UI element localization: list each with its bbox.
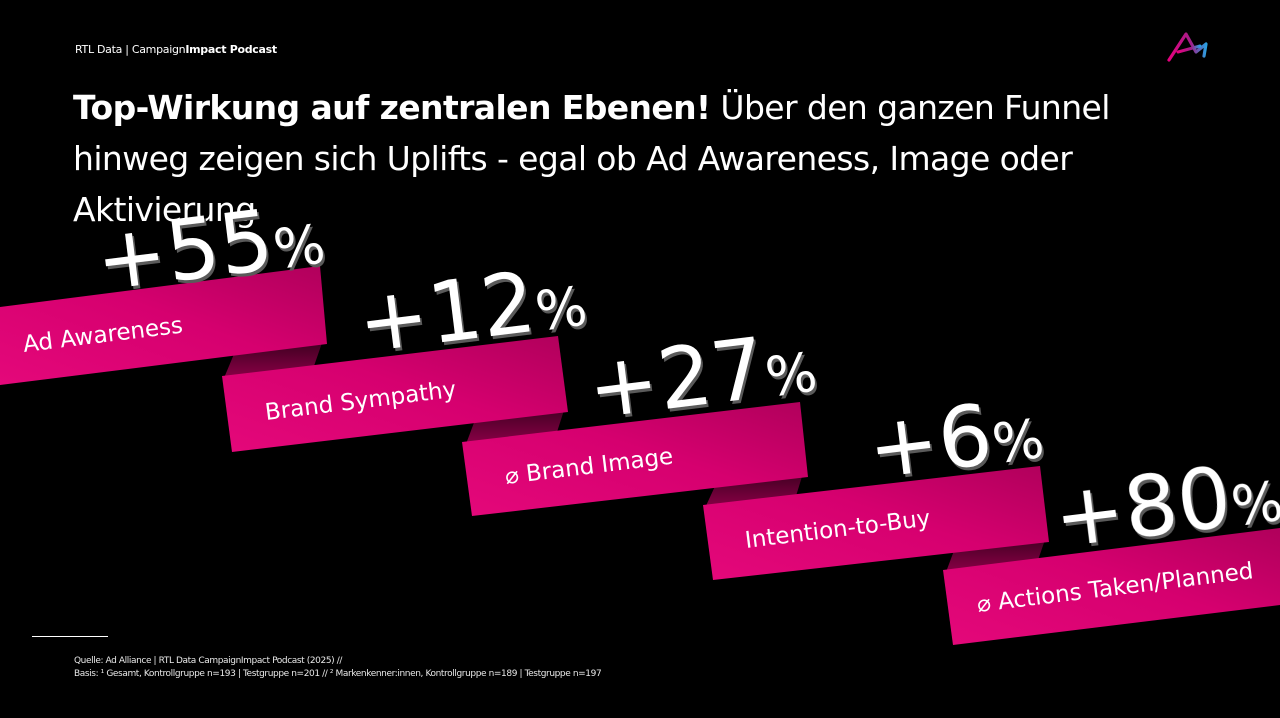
uplift-unit-ad-awareness: % bbox=[270, 213, 329, 282]
uplift-value-brand-sympathy: +12% bbox=[352, 247, 591, 372]
uplift-value-intention-to-buy: +6% bbox=[862, 379, 1048, 498]
uplift-unit-brand-sympathy: % bbox=[532, 275, 591, 344]
ribbon-actions-taken bbox=[943, 528, 1280, 645]
headline: Top-Wirkung auf zentralen Ebenen! Über d… bbox=[73, 82, 1233, 235]
uplift-number-actions-taken: +80 bbox=[1048, 448, 1236, 567]
ribbon-fold-1 bbox=[224, 340, 323, 378]
uplift-number-brand-sympathy: +12 bbox=[352, 253, 540, 372]
source-footnote: Quelle: Ad Alliance | RTL Data CampaignI… bbox=[74, 655, 602, 681]
ribbon-brand-sympathy bbox=[222, 336, 568, 452]
footnote-source: Quelle: Ad Alliance | RTL Data CampaignI… bbox=[74, 656, 342, 666]
source-header: RTL Data | CampaignImpact Podcast bbox=[75, 43, 277, 56]
headline-regular: Über den ganzen Funnel hinweg zeigen sic… bbox=[73, 88, 1110, 229]
uplift-value-brand-image: +27% bbox=[582, 313, 821, 438]
headline-bold: Top-Wirkung auf zentralen Ebenen! bbox=[73, 88, 711, 127]
source-header-bold: Impact Podcast bbox=[185, 43, 277, 56]
footer-divider bbox=[32, 636, 108, 637]
uplift-value-actions-taken: +80% bbox=[1048, 442, 1280, 567]
uplift-values: +55% +12% +27% +6% +80% bbox=[90, 185, 1280, 567]
uplift-number-intention-to-buy: +6 bbox=[862, 385, 997, 497]
ad-alliance-logo-icon bbox=[1167, 32, 1208, 62]
uplift-unit-actions-taken: % bbox=[1228, 470, 1280, 539]
ribbon-ad-awareness bbox=[0, 266, 327, 385]
uplift-unit-brand-image: % bbox=[762, 341, 821, 410]
ribbons bbox=[0, 266, 1280, 645]
source-header-regular: RTL Data | Campaign bbox=[75, 43, 186, 56]
footnote-basis: Basis: ¹ Gesamt, Kontrollgruppe n=193 | … bbox=[74, 669, 602, 679]
uplift-number-ad-awareness: +55 bbox=[90, 191, 278, 310]
ribbon-brand-image bbox=[462, 402, 808, 516]
uplift-value-ad-awareness: +55% bbox=[90, 185, 329, 310]
uplift-number-brand-image: +27 bbox=[582, 319, 770, 438]
uplift-unit-intention-to-buy: % bbox=[989, 407, 1048, 476]
ribbon-intention-to-buy bbox=[703, 466, 1049, 580]
